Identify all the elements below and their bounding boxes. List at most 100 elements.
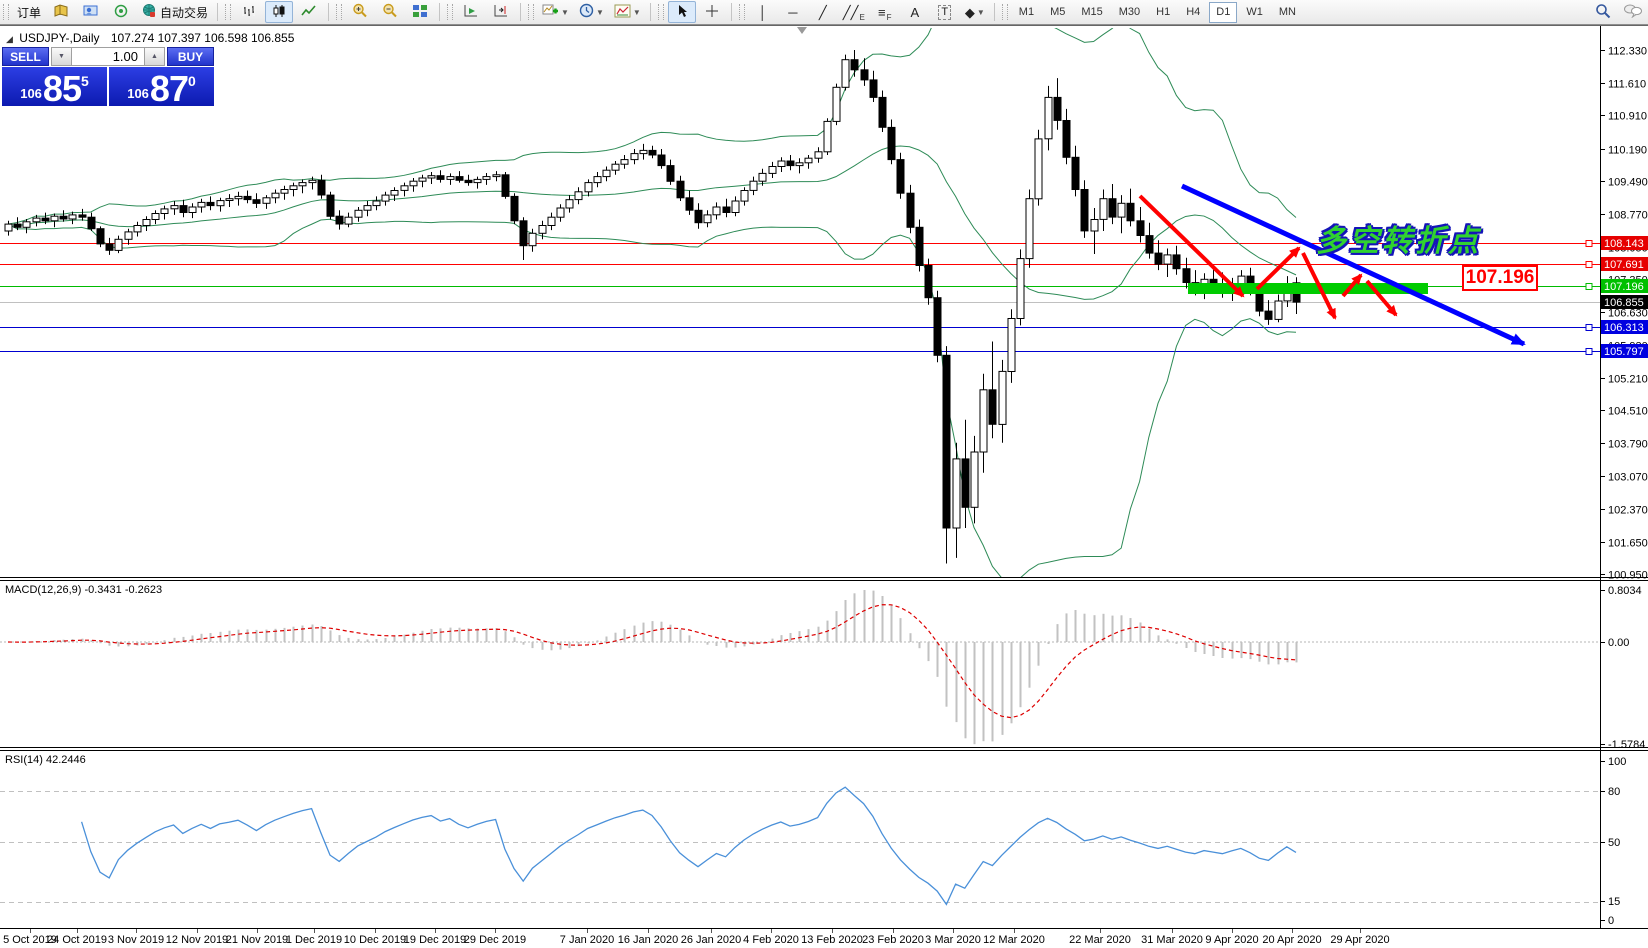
- svg-text:107.691: 107.691: [1604, 259, 1644, 271]
- toolbar-separator: [993, 3, 995, 21]
- templates-icon: [614, 4, 631, 21]
- svg-text:15: 15: [1608, 896, 1620, 908]
- new-order-button[interactable]: 订单: [17, 5, 42, 20]
- zoom-out-button[interactable]: [376, 1, 404, 23]
- globe-icon: [141, 3, 157, 21]
- tile-windows-button[interactable]: [406, 1, 434, 23]
- volume-input[interactable]: 1.00: [72, 47, 144, 66]
- history-center-icon[interactable]: [47, 1, 75, 23]
- toolbar-grip: [657, 4, 664, 20]
- timeframe-m5-button[interactable]: M5: [1050, 6, 1066, 18]
- zoom-in-button[interactable]: [346, 1, 374, 23]
- fibonacci-tool[interactable]: ≡ F: [878, 4, 892, 23]
- search-icon-icon: [1595, 3, 1611, 22]
- svg-text:101.650: 101.650: [1608, 538, 1648, 550]
- svg-text:3 Mar 2020: 3 Mar 2020: [925, 934, 981, 946]
- svg-text:29 Apr 2020: 29 Apr 2020: [1330, 934, 1389, 946]
- svg-text:-1.5784: -1.5784: [1608, 739, 1645, 751]
- toolbar-grip: [738, 4, 745, 20]
- turning-point-annotation[interactable]: 多空转折点: [1316, 225, 1481, 258]
- label-tool[interactable]: T: [931, 1, 959, 23]
- svg-text:106.630: 106.630: [1608, 308, 1648, 320]
- svg-text:0.00: 0.00: [1608, 637, 1629, 649]
- chat-icon-icon: [1623, 3, 1643, 21]
- dropdown-arrow-icon: ▼: [976, 7, 985, 17]
- crosshair-icon: [705, 4, 719, 21]
- svg-text:111.610: 111.610: [1608, 79, 1646, 91]
- rsi-indicator: [0, 786, 1600, 906]
- sell-price-prefix: 106: [20, 86, 42, 101]
- sell-price-big: 85: [42, 68, 82, 109]
- tile-windows-icon: [412, 4, 428, 21]
- periods-button[interactable]: ▼: [575, 1, 608, 23]
- buy-button[interactable]: BUY: [167, 47, 214, 66]
- sell-price-display[interactable]: 106 85 5: [2, 67, 107, 109]
- zoom-in-icon: [352, 3, 368, 21]
- terminal-icon[interactable]: [77, 1, 105, 23]
- volume-up-button[interactable]: ▲: [144, 47, 165, 66]
- periods-icon: [579, 3, 594, 21]
- svg-text:12 Nov 2019: 12 Nov 2019: [166, 934, 228, 946]
- macd-indicator: [0, 590, 1600, 745]
- templates-button[interactable]: ▼: [610, 1, 645, 23]
- line-chart-button[interactable]: [295, 1, 323, 23]
- chart-shift-button[interactable]: [487, 1, 515, 23]
- timeframe-mn-button[interactable]: MN: [1278, 6, 1296, 18]
- chat-icon[interactable]: [1619, 1, 1647, 23]
- timeframe-h1-button[interactable]: H1: [1156, 6, 1171, 18]
- svg-text:12 Mar 2020: 12 Mar 2020: [983, 934, 1045, 946]
- svg-text:19 Dec 2019: 19 Dec 2019: [404, 934, 466, 946]
- svg-text:24 Oct 2019: 24 Oct 2019: [47, 934, 107, 946]
- macd-label: MACD(12,26,9) -0.3431 -0.2623: [5, 584, 163, 596]
- hline-tool[interactable]: ─: [788, 4, 798, 20]
- svg-text:112.330: 112.330: [1608, 46, 1647, 58]
- svg-text:21 Nov 2019: 21 Nov 2019: [226, 934, 288, 946]
- text-tool[interactable]: A: [910, 4, 920, 20]
- channel-tool[interactable]: ╱╱ E: [842, 4, 865, 23]
- svg-text:100: 100: [1608, 756, 1626, 768]
- terminal-icon-icon: [83, 4, 99, 21]
- autotrading-button[interactable]: 自动交易: [137, 1, 212, 23]
- one-click-toggle-icon[interactable]: ◢: [6, 34, 13, 44]
- candle-chart-button[interactable]: [265, 1, 294, 23]
- panel-borders: [0, 25, 1648, 929]
- toolbar-separator: [649, 3, 651, 21]
- signals-icon[interactable]: [107, 1, 135, 23]
- trendline-tool[interactable]: ╱: [818, 4, 827, 20]
- timeframe-m1-button[interactable]: M1: [1018, 6, 1035, 18]
- buy-price-prefix: 106: [127, 86, 149, 101]
- arrows-tool[interactable]: ◆ ▼: [964, 4, 985, 20]
- sell-price-sup: 5: [80, 73, 89, 89]
- chart-shift-marker: [797, 27, 807, 34]
- crosshair-button[interactable]: [698, 1, 726, 23]
- trendline-object[interactable]: [1180, 183, 1526, 347]
- new-chart-button[interactable]: ▼: [538, 1, 573, 23]
- volume-down-button[interactable]: ▼: [51, 47, 72, 66]
- svg-text:108.143: 108.143: [1604, 238, 1644, 250]
- sell-button[interactable]: SELL: [2, 47, 49, 66]
- svg-text:4 Feb 2020: 4 Feb 2020: [743, 934, 799, 946]
- chart-ohlc-readout: 107.274 107.397 106.598 106.855: [110, 31, 295, 45]
- history-center-icon-icon: [53, 3, 69, 21]
- timeframe-m30-button[interactable]: M30: [1118, 6, 1141, 18]
- bar-chart-button[interactable]: [235, 1, 263, 23]
- buy-price-display[interactable]: 106 87 0: [109, 67, 214, 107]
- support-bar-object[interactable]: [1188, 283, 1428, 294]
- price-box-annotation[interactable]: 107.196: [1462, 265, 1538, 291]
- zigzag-arrows-object[interactable]: [1138, 194, 1398, 320]
- timeframe-w1-button[interactable]: W1: [1246, 6, 1263, 18]
- svg-text:105.210: 105.210: [1608, 374, 1648, 386]
- cursor-button[interactable]: [667, 1, 696, 23]
- vline-tool[interactable]: │: [758, 4, 767, 20]
- timeframe-m15-button[interactable]: M15: [1081, 6, 1103, 18]
- toolbar-separator: [520, 3, 522, 21]
- search-icon[interactable]: [1589, 1, 1617, 23]
- chart-title: ◢ USDJPY-,Daily 107.274 107.397 106.598 …: [6, 31, 294, 45]
- timeframe-h4-button[interactable]: H4: [1186, 6, 1201, 18]
- svg-text:110.910: 110.910: [1608, 111, 1647, 123]
- timeframe-d1-button[interactable]: D1: [1209, 1, 1238, 23]
- macd-axis: 0.8034 0.00 -1.5784: [1600, 585, 1645, 751]
- auto-scroll-button[interactable]: [457, 1, 485, 23]
- toolbar-separator: [730, 3, 732, 21]
